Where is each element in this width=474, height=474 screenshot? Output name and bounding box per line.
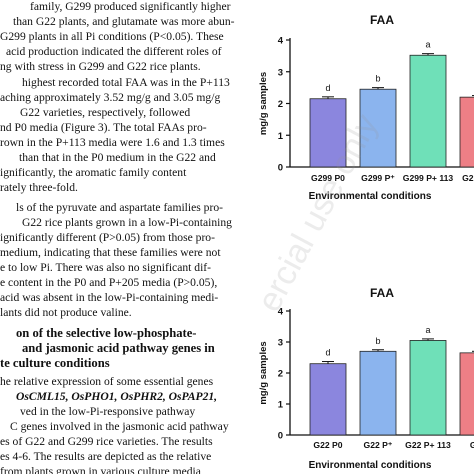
- text-line: than G22 plants, and glutamate was more …: [13, 15, 235, 28]
- text-line: he relative expression of some essential…: [0, 375, 214, 388]
- y-tick-label: 0: [278, 163, 283, 174]
- text-line: ignificantly, the aromatic family conten…: [0, 166, 187, 179]
- y-axis-label: mg/g samples: [258, 72, 269, 135]
- section-heading-line: and jasmonic acid pathway genes in: [22, 341, 215, 355]
- text-line: family, G299 produced significantly high…: [30, 0, 231, 13]
- text-line: C genes involved in the jasmonic acid pa…: [10, 420, 229, 433]
- bar: [309, 98, 347, 168]
- text-line: ls of the pyruvate and aspartate familie…: [16, 201, 224, 214]
- text-line: aching approximately 3.52 mg/g and 3.05 …: [0, 91, 221, 104]
- text-line: ng with stress in G299 and G22 rice plan…: [0, 60, 201, 73]
- article-text-column: family, G299 produced significantly high…: [0, 0, 235, 474]
- significance-letter: a: [425, 325, 430, 335]
- text-line: medium, indicating that these families w…: [0, 246, 221, 259]
- text-line: ignificantly different (P>0.05) from tho…: [0, 231, 215, 244]
- text-line: from plants grown in various culture med…: [0, 465, 201, 474]
- bar: [459, 96, 474, 168]
- x-tick-label: G22 P+ 113: [405, 440, 451, 450]
- section-heading-line: te culture conditions: [0, 356, 110, 370]
- text-line: es of G22 and G299 rice varieties. The r…: [0, 435, 213, 448]
- x-tick-label: G299 P+ 113: [403, 173, 454, 183]
- bar: [359, 88, 397, 168]
- section-heading-line: on of the selective low-phosphate-: [16, 326, 197, 340]
- text-line: e to low Pi. There was also no significa…: [0, 261, 212, 274]
- x-axis-label: Environmental conditions: [309, 460, 432, 471]
- significance-letter: d: [325, 83, 330, 93]
- text-line: highest recorded total FAA was in the P+…: [22, 76, 230, 89]
- y-axis-label: mg/g samples: [258, 341, 269, 404]
- x-tick-label: G299 P0: [311, 173, 345, 183]
- x-tick-label: G22: [470, 440, 474, 450]
- text-line: rown in the P+113 media were 1.6 and 1.3…: [0, 136, 225, 149]
- text-line: e content in the P0 and P+205 media (P>0…: [0, 276, 218, 289]
- chart-title: FAA: [370, 13, 394, 27]
- bar: [459, 352, 474, 436]
- x-tick-label: G22 P0: [313, 440, 342, 450]
- x-tick-label: G299 P⁺: [361, 173, 395, 183]
- faa-bar-chart-g299: FAA 0 1 2 3 4 mg/g samples d G299 P0 b G299 P⁺ a G29…: [258, 13, 474, 202]
- text-line: nd P0 media (Figure 3). The total FAAs p…: [0, 121, 207, 134]
- significance-letter: d: [325, 348, 330, 358]
- significance-letter: b: [375, 336, 380, 346]
- x-axis-label: Environmental conditions: [309, 191, 432, 202]
- text-line: rately three-fold.: [0, 181, 78, 194]
- text-line: ved in the low-Pi-responsive pathway: [20, 405, 196, 418]
- bar: [409, 54, 447, 168]
- y-tick-label: 2: [278, 99, 283, 110]
- significance-letter: b: [375, 74, 380, 84]
- bar: [409, 340, 447, 436]
- y-tick-label: 4: [278, 307, 284, 318]
- chart-title: FAA: [370, 286, 394, 300]
- bar: [359, 350, 397, 436]
- text-line: es 4-6. The results are depicted as the …: [0, 450, 212, 463]
- text-line: G299 plants in all Pi conditions (P<0.05…: [0, 30, 224, 43]
- significance-letter: a: [425, 40, 430, 50]
- text-line: G22 rice plants grown in a low-Pi-contai…: [22, 216, 232, 229]
- y-tick-label: 3: [278, 67, 283, 78]
- y-tick-label: 0: [278, 431, 283, 442]
- text-line: acid was absent in the low-Pi-containing…: [0, 291, 219, 304]
- text-line: acid production indicated the different …: [6, 45, 222, 58]
- gene-list-line: OsCML15, OsPHO1, OsPHR2, OsPAP21,: [16, 390, 218, 403]
- y-tick-label: 1: [278, 131, 284, 142]
- x-tick-label: G22 P⁺: [364, 440, 393, 450]
- y-tick-label: 4: [278, 36, 284, 47]
- faa-bar-chart-g22: FAA 0 1 2 3 4 mg/g samples d G22 P0 b G22 P⁺ a G22 P…: [258, 286, 474, 471]
- bar: [309, 363, 347, 436]
- text-line: than that in the P0 medium in the G22 an…: [19, 151, 216, 164]
- y-tick-label: 1: [278, 400, 284, 411]
- text-line: lants did not produce valine.: [0, 306, 132, 319]
- text-line: G22 varieties, respectively, followed: [20, 106, 191, 119]
- y-tick-label: 3: [278, 338, 283, 349]
- y-tick-label: 2: [278, 369, 283, 380]
